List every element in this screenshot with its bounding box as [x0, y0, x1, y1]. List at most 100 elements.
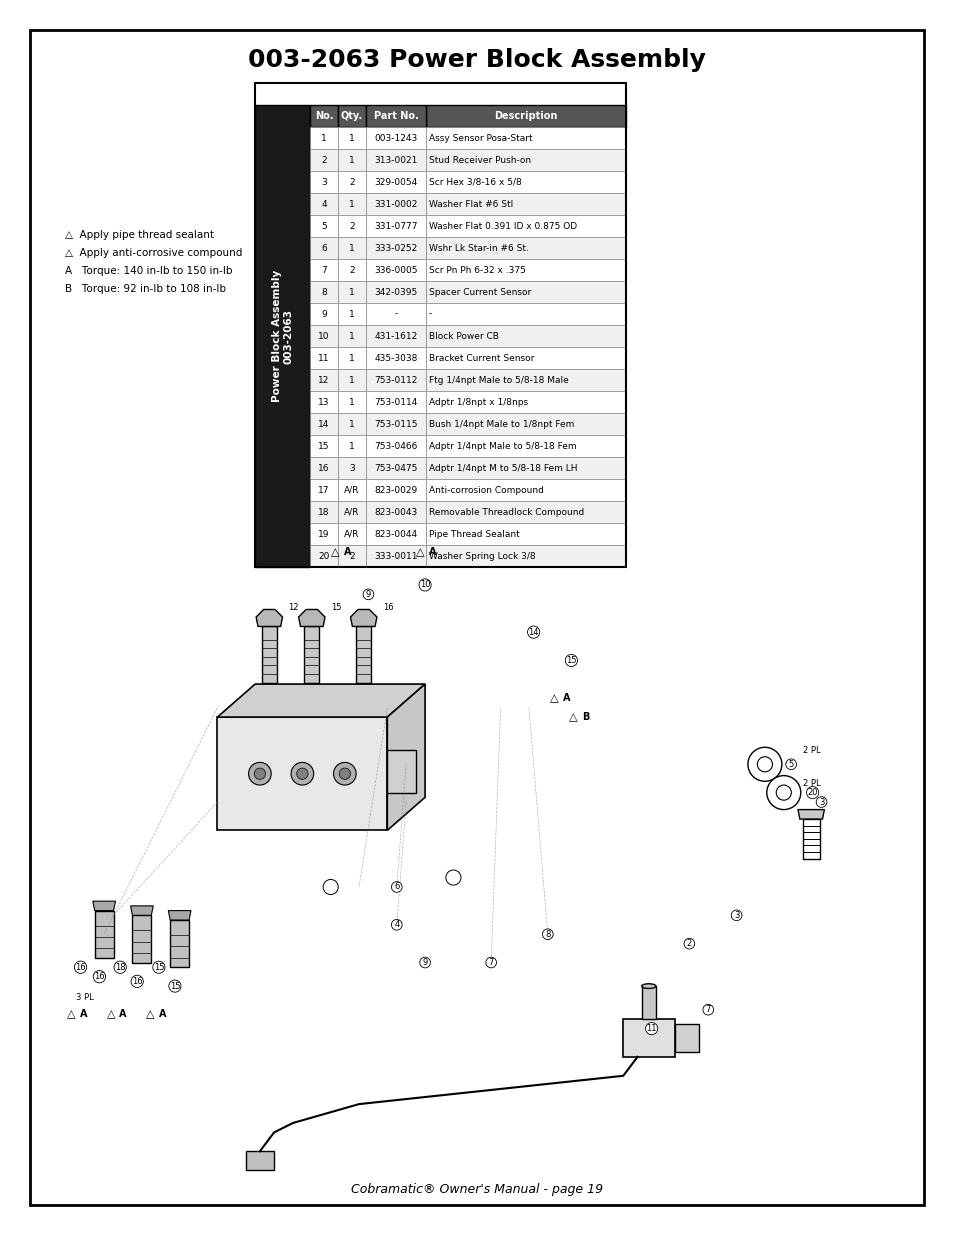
Bar — [337, 193, 366, 215]
Text: 753-0112: 753-0112 — [374, 375, 417, 384]
Text: 2 PL: 2 PL — [801, 778, 820, 788]
Text: A/R: A/R — [344, 530, 359, 538]
Bar — [310, 325, 337, 347]
Text: 2: 2 — [349, 266, 355, 274]
Bar — [622, 1019, 675, 1057]
Polygon shape — [217, 718, 387, 830]
Text: A/R: A/R — [344, 485, 359, 494]
Circle shape — [776, 785, 790, 800]
Bar — [337, 435, 366, 457]
Text: 342-0395: 342-0395 — [374, 288, 417, 296]
Text: △: △ — [146, 1009, 154, 1019]
Bar — [310, 303, 337, 325]
Bar — [337, 105, 366, 127]
Bar — [261, 626, 276, 683]
Circle shape — [339, 768, 350, 779]
Bar — [426, 412, 625, 435]
Bar — [337, 457, 366, 479]
Bar — [337, 347, 366, 369]
Text: 2 PL: 2 PL — [801, 746, 820, 755]
Bar — [366, 391, 426, 412]
Bar — [426, 127, 625, 149]
Bar — [426, 457, 625, 479]
Bar — [254, 83, 625, 567]
Bar — [426, 522, 625, 545]
Bar — [426, 501, 625, 522]
Text: 12: 12 — [288, 603, 298, 613]
Bar — [337, 149, 366, 170]
Bar — [310, 215, 337, 237]
Bar — [426, 105, 625, 127]
Text: 329-0054: 329-0054 — [374, 178, 417, 186]
Bar — [310, 501, 337, 522]
Text: 333-0011: 333-0011 — [374, 552, 417, 561]
Bar — [355, 626, 371, 683]
Text: 753-0115: 753-0115 — [374, 420, 417, 429]
Text: 9: 9 — [422, 958, 427, 967]
Text: 14: 14 — [528, 627, 538, 636]
Text: Power Block Assembly
003-2063: Power Block Assembly 003-2063 — [272, 270, 293, 403]
Text: Ftg 1/4npt Male to 5/8-18 Male: Ftg 1/4npt Male to 5/8-18 Male — [429, 375, 568, 384]
Bar — [426, 435, 625, 457]
Bar — [337, 325, 366, 347]
Polygon shape — [298, 610, 325, 626]
Text: 15: 15 — [318, 441, 330, 451]
Text: 1: 1 — [349, 288, 355, 296]
Bar — [426, 347, 625, 369]
Circle shape — [445, 869, 460, 885]
Circle shape — [291, 762, 314, 785]
Text: -: - — [429, 310, 432, 319]
Circle shape — [253, 768, 265, 779]
Text: 313-0021: 313-0021 — [374, 156, 417, 164]
Circle shape — [323, 879, 338, 894]
Text: △: △ — [107, 1009, 115, 1019]
Bar — [337, 127, 366, 149]
Text: △: △ — [550, 693, 558, 703]
Ellipse shape — [641, 984, 656, 988]
Text: A: A — [79, 1009, 87, 1019]
Bar — [366, 325, 426, 347]
Text: 4: 4 — [394, 920, 399, 929]
Bar — [366, 237, 426, 259]
Bar — [310, 369, 337, 391]
Text: 435-3038: 435-3038 — [374, 353, 417, 363]
Text: 823-0029: 823-0029 — [374, 485, 417, 494]
Bar — [337, 479, 366, 501]
Text: Adptr 1/4npt Male to 5/8-18 Fem: Adptr 1/4npt Male to 5/8-18 Fem — [429, 441, 576, 451]
Text: △: △ — [416, 547, 424, 557]
Text: 5: 5 — [788, 760, 793, 768]
Circle shape — [249, 762, 271, 785]
Bar — [337, 170, 366, 193]
Text: 1: 1 — [349, 200, 355, 209]
Text: 11: 11 — [646, 1024, 657, 1034]
Text: 431-1612: 431-1612 — [374, 331, 417, 341]
Circle shape — [747, 747, 781, 782]
Bar — [366, 347, 426, 369]
Text: 7: 7 — [705, 1005, 710, 1014]
Bar — [310, 391, 337, 412]
Text: 7: 7 — [321, 266, 327, 274]
Circle shape — [757, 757, 772, 772]
Text: Description: Description — [494, 111, 558, 121]
Text: 823-0044: 823-0044 — [374, 530, 417, 538]
Text: B: B — [581, 713, 589, 722]
Polygon shape — [131, 906, 153, 915]
Text: A: A — [159, 1009, 166, 1019]
Text: 9: 9 — [321, 310, 327, 319]
Text: 15: 15 — [331, 603, 341, 613]
Bar — [366, 435, 426, 457]
Bar — [310, 479, 337, 501]
Text: 19: 19 — [318, 530, 330, 538]
Text: 16: 16 — [75, 963, 86, 972]
Bar — [94, 910, 113, 958]
Text: Wshr Lk Star-in #6 St.: Wshr Lk Star-in #6 St. — [429, 243, 528, 252]
Text: 1: 1 — [321, 133, 327, 142]
Bar — [366, 303, 426, 325]
Text: 1: 1 — [349, 310, 355, 319]
Bar — [426, 215, 625, 237]
Text: 331-0002: 331-0002 — [374, 200, 417, 209]
Text: 13: 13 — [318, 398, 330, 406]
Text: 003-1243: 003-1243 — [374, 133, 417, 142]
Text: Bush 1/4npt Male to 1/8npt Fem: Bush 1/4npt Male to 1/8npt Fem — [429, 420, 574, 429]
Polygon shape — [217, 684, 425, 718]
